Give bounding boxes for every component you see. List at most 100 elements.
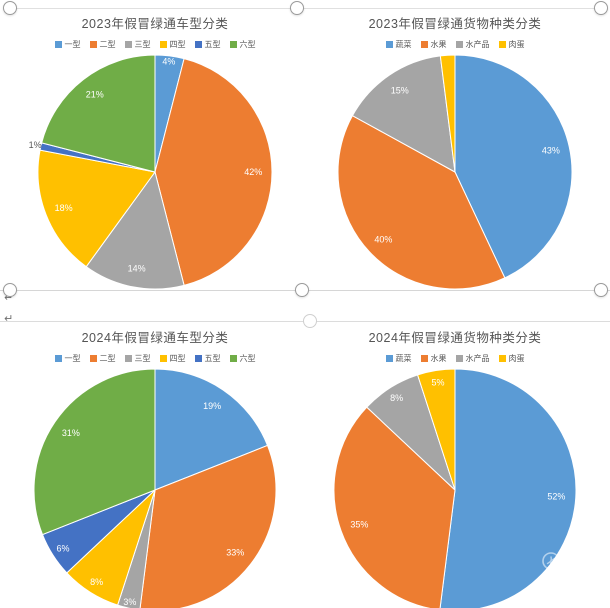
data-label: 21% xyxy=(86,89,104,99)
legend-item: 四型 xyxy=(159,353,186,364)
selection-handle-top-center[interactable] xyxy=(290,1,304,15)
legend-marker xyxy=(54,355,62,362)
legend-marker xyxy=(455,355,463,362)
pie-slice xyxy=(333,406,456,608)
legend-item: 六型 xyxy=(229,353,256,364)
chart-legend: 蔬菜 水果 水产品 肉蛋 xyxy=(385,39,525,50)
pie-slice xyxy=(351,55,456,173)
legend-label: 五型 xyxy=(204,40,221,49)
legend-item: 水果 xyxy=(420,353,447,364)
selection-handle-bottom-right[interactable] xyxy=(594,283,608,297)
legend-label: 水果 xyxy=(430,40,447,49)
legend-item: 一型 xyxy=(54,39,81,50)
legend-marker xyxy=(385,355,393,362)
chart-title: 2023年假冒绿通货物种类分类 xyxy=(368,17,542,31)
data-label: 18% xyxy=(55,203,73,213)
legend-marker xyxy=(498,355,506,362)
legend-item: 蔬菜 xyxy=(385,353,412,364)
pie-slice xyxy=(454,54,573,279)
legend-marker xyxy=(89,355,97,362)
data-label: 31% xyxy=(62,428,80,438)
legend-marker xyxy=(124,41,132,48)
legend-label: 六型 xyxy=(239,354,256,363)
legend-marker xyxy=(420,355,428,362)
selection-handle-top-left[interactable] xyxy=(3,1,17,15)
legend-item: 三型 xyxy=(124,353,151,364)
pie-slice xyxy=(139,444,277,608)
pie-chart-2024-vehicle-types[interactable]: 2024年假冒绿通车型分类 一型 二型 三型 四型 五型 六型 19% 33% 3% 8% 6% 3… xyxy=(9,327,301,608)
chart-legend: 一型 二型 三型 四型 五型 六型 xyxy=(54,39,256,50)
legend-item: 肉蛋 xyxy=(498,353,525,364)
paragraph-mark: ↵ xyxy=(4,313,14,325)
chart-title: 2024年假冒绿通货物种类分类 xyxy=(368,331,542,345)
legend-label: 二型 xyxy=(99,40,116,49)
legend-marker xyxy=(54,41,62,48)
pie-slice xyxy=(439,54,456,173)
legend-label: 水产品 xyxy=(465,354,490,363)
pie-slice xyxy=(33,368,156,536)
data-label: 52% xyxy=(547,491,565,501)
pie-slice xyxy=(416,368,456,491)
legend-label: 水产品 xyxy=(465,40,490,49)
data-label: 14% xyxy=(128,264,146,274)
chart-title: 2024年假冒绿通车型分类 xyxy=(81,331,229,345)
legend-marker xyxy=(89,41,97,48)
image-border-top xyxy=(12,8,598,9)
data-label: 6% xyxy=(57,543,70,553)
selection-handle-bottom-left[interactable] xyxy=(3,283,17,297)
legend-item: 二型 xyxy=(89,39,116,50)
meipian-logo-icon xyxy=(542,551,560,570)
legend-marker xyxy=(455,41,463,48)
data-label: 33% xyxy=(226,547,244,557)
legend-item: 六型 xyxy=(229,39,256,50)
pie-slice xyxy=(85,170,185,290)
watermark-text: 美篇 xyxy=(565,553,603,572)
legend-marker xyxy=(194,41,202,48)
pie-plot: 52% 35% 8% 5% xyxy=(333,368,577,608)
data-label: 5% xyxy=(431,377,444,387)
legend-marker xyxy=(420,41,428,48)
legend-label: 蔬菜 xyxy=(395,40,412,49)
data-label: 8% xyxy=(90,577,103,587)
data-label: 19% xyxy=(203,401,221,411)
legend-label: 一型 xyxy=(64,40,81,49)
data-label: 35% xyxy=(350,519,368,529)
legend-label: 一型 xyxy=(64,354,81,363)
selection-handle-image2-top[interactable] xyxy=(303,314,317,328)
pie-chart-2023-goods-types[interactable]: 2023年假冒绿通货物种类分类 蔬菜 水果 水产品 肉蛋 43% 40% 15% xyxy=(309,13,601,290)
legend-marker xyxy=(385,41,393,48)
chart-legend: 一型 二型 三型 四型 五型 六型 xyxy=(54,353,256,364)
legend-marker xyxy=(498,41,506,48)
legend-marker xyxy=(159,355,167,362)
legend-label: 三型 xyxy=(134,40,151,49)
data-label: 8% xyxy=(390,393,403,403)
legend-item: 水产品 xyxy=(455,353,490,364)
legend-label: 肉蛋 xyxy=(508,354,525,363)
pie-chart-2023-vehicle-types[interactable]: 2023年假冒绿通车型分类 一型 二型 三型 四型 五型 六型 4% 42% 14% 18% 1%… xyxy=(9,13,301,290)
legend-label: 五型 xyxy=(204,354,221,363)
legend-item: 水果 xyxy=(420,39,447,50)
legend-item: 五型 xyxy=(194,353,221,364)
pie-slice xyxy=(37,149,156,268)
legend-marker xyxy=(229,355,237,362)
legend-label: 四型 xyxy=(169,40,186,49)
pie-chart-2024-goods-types[interactable]: 2024年假冒绿通货物种类分类 蔬菜 水果 水产品 肉蛋 52% 35% 8% 5% xyxy=(309,327,601,608)
legend-label: 六型 xyxy=(239,40,256,49)
legend-marker xyxy=(194,355,202,362)
legend-item: 一型 xyxy=(54,353,81,364)
selection-handle-top-right[interactable] xyxy=(594,1,608,15)
legend-label: 四型 xyxy=(169,354,186,363)
selection-handle-bottom-center[interactable] xyxy=(295,283,309,297)
pie-plot: 4% 42% 14% 18% 1% 21% xyxy=(29,54,273,290)
legend-item: 三型 xyxy=(124,39,151,50)
pie-slice xyxy=(154,368,269,491)
legend-item: 五型 xyxy=(194,39,221,50)
meipian-watermark: 美篇 xyxy=(541,548,603,573)
pie-slice xyxy=(41,54,156,173)
legend-label: 肉蛋 xyxy=(508,40,525,49)
data-label: 4% xyxy=(162,57,175,67)
data-label: 1% xyxy=(29,140,42,150)
legend-label: 二型 xyxy=(99,354,116,363)
legend-item: 水产品 xyxy=(455,39,490,50)
